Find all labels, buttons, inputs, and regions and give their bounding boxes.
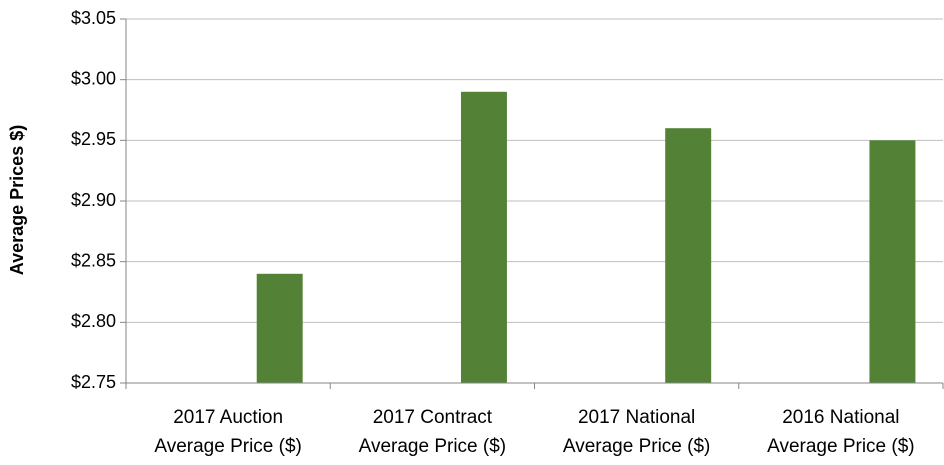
x-tick-label: 2017 Auction (173, 407, 283, 428)
y-tick-label: $2.85 (71, 250, 116, 270)
y-axis-title: Average Prices $) (7, 125, 27, 275)
y-tick-label: $2.75 (71, 372, 116, 392)
bar (665, 128, 712, 383)
y-tick-label: $2.90 (71, 190, 116, 210)
x-tick-label: Average Price ($) (359, 436, 507, 457)
y-tick-label: $3.00 (71, 68, 116, 88)
x-tick-label: Average Price ($) (563, 436, 711, 457)
y-tick-label: $2.80 (71, 311, 116, 331)
bar (256, 273, 303, 383)
x-tick-label: 2017 Contract (373, 407, 493, 428)
y-tick-label: $3.05 (71, 8, 116, 28)
bar (869, 140, 916, 383)
x-tick-label: 2017 National (578, 407, 695, 428)
bar (460, 91, 507, 384)
x-tick-label: Average Price ($) (154, 436, 302, 457)
x-tick-label: 2016 National (782, 407, 899, 428)
x-tick-label: Average Price ($) (767, 436, 915, 457)
y-tick-label: $2.95 (71, 129, 116, 149)
